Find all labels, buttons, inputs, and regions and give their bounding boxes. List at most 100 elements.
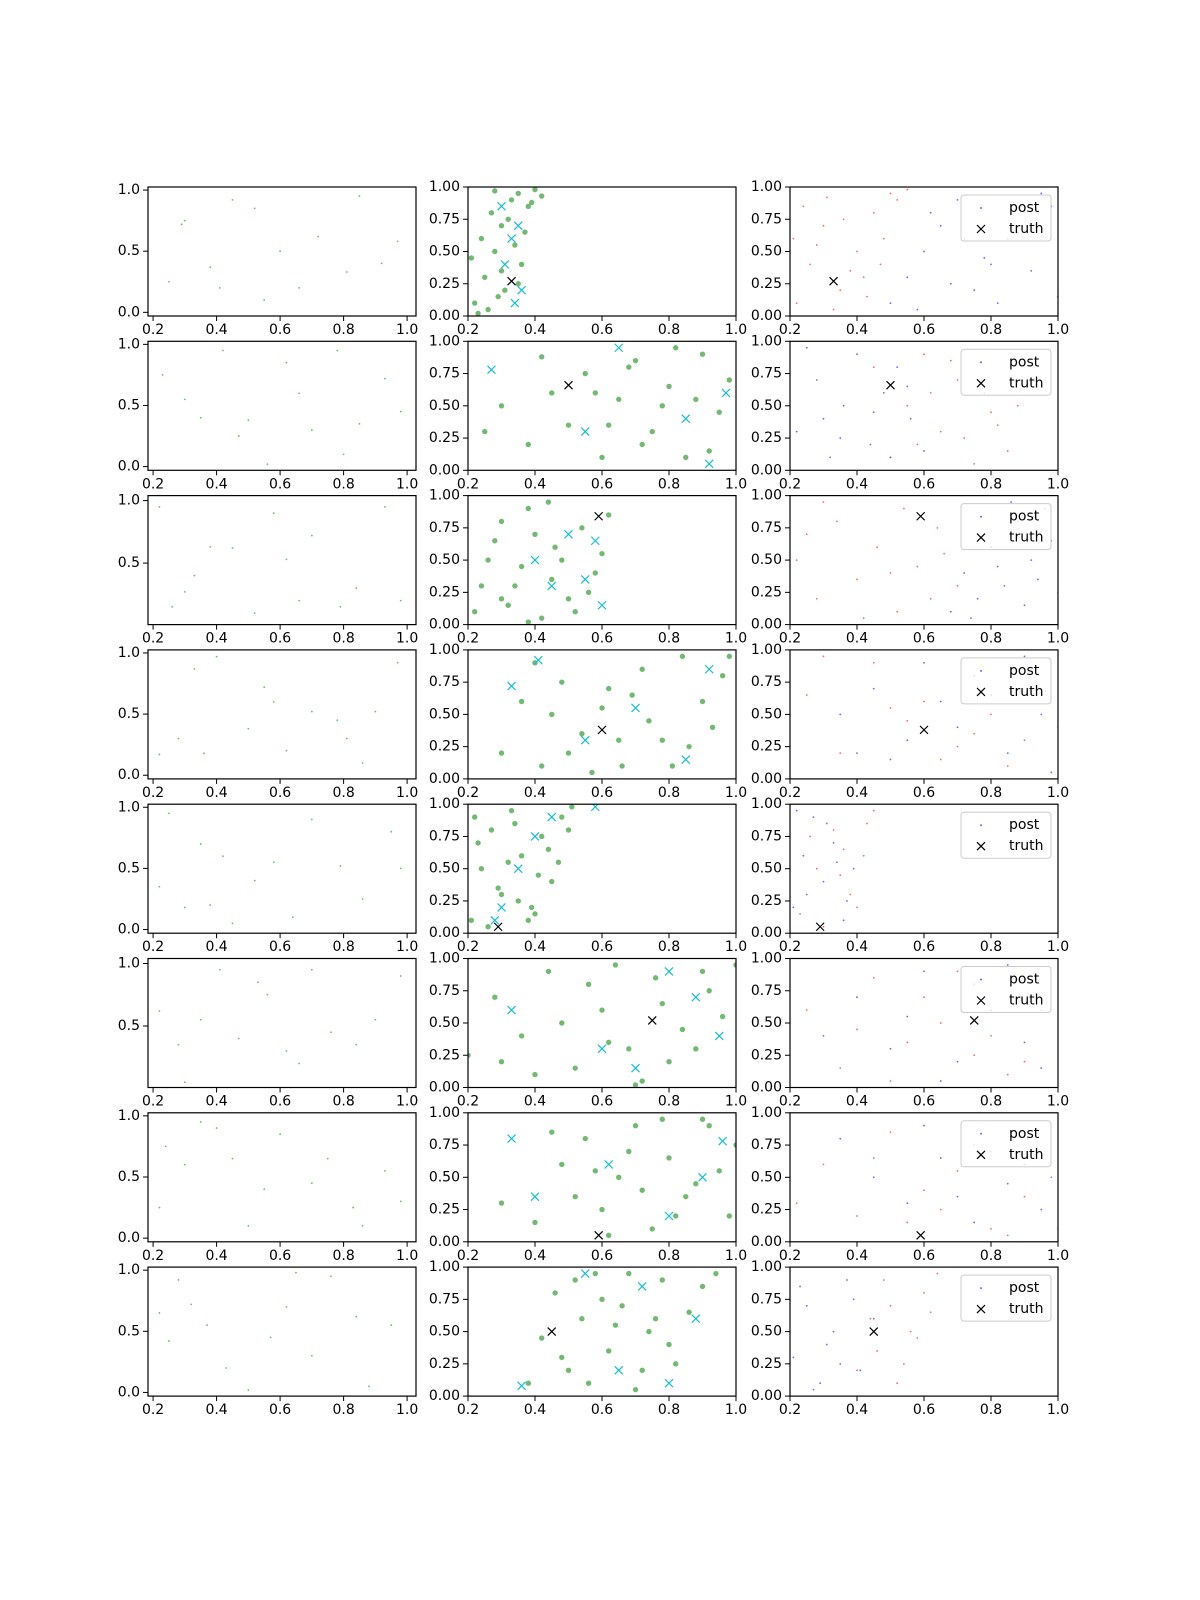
x-tick-label: 0.6 (913, 631, 935, 647)
dot (709, 724, 716, 730)
dot (559, 814, 565, 820)
dot (666, 1155, 672, 1161)
point (973, 462, 976, 465)
point (158, 1206, 161, 1209)
x-tick-label: 1.0 (725, 476, 747, 492)
y-tick-label: 0.00 (751, 617, 782, 633)
point (231, 198, 234, 201)
point (1050, 1176, 1053, 1179)
legend-marker (976, 378, 986, 388)
point (285, 1050, 288, 1052)
y-tick-label: 0.25 (429, 430, 460, 446)
point (805, 533, 808, 536)
x-tick-label: 0.8 (658, 785, 680, 801)
dot (616, 396, 622, 403)
x-marker (718, 1136, 728, 1146)
y-tick-label: 0.00 (429, 925, 460, 941)
point (183, 219, 186, 222)
point (856, 1215, 858, 1217)
point (832, 1330, 835, 1333)
plot-area (498, 1116, 736, 1240)
x-tick-label: 0.8 (658, 1248, 680, 1264)
legend-label: truth (1009, 1147, 1043, 1163)
point (792, 1356, 795, 1359)
point (158, 753, 161, 756)
point (956, 726, 959, 729)
x-marker (691, 992, 701, 1002)
x-tick-label: 1.0 (725, 1248, 747, 1264)
point (183, 590, 186, 593)
x-marker (513, 221, 523, 231)
x-tick-label: 0.6 (913, 1248, 935, 1264)
axes-frame (147, 1266, 417, 1397)
x-marker (547, 812, 557, 822)
point (247, 727, 250, 730)
point (263, 1188, 266, 1191)
x-marker (647, 1015, 657, 1025)
point (825, 196, 828, 199)
x-tick-label: 1.0 (725, 322, 747, 338)
dot (699, 968, 706, 975)
x-tick-label: 0.6 (269, 476, 291, 492)
dot (515, 190, 521, 197)
dot (505, 859, 511, 865)
x-tick-label: 0.4 (846, 1402, 868, 1418)
point (1040, 1208, 1043, 1211)
point (209, 266, 212, 268)
legend-marker (980, 361, 982, 364)
point (396, 240, 399, 243)
point (842, 404, 845, 407)
y-tick-label: 0.0 (118, 459, 140, 475)
point (336, 349, 339, 352)
y-tick-label: 0.25 (751, 1356, 782, 1372)
dot (659, 1000, 665, 1007)
point (842, 919, 845, 922)
legend-marker (976, 224, 986, 234)
dot (619, 1303, 625, 1309)
point (342, 453, 345, 456)
legend-box (960, 348, 1052, 396)
point (856, 752, 858, 754)
point (222, 349, 224, 352)
point (285, 558, 288, 561)
dot (532, 1071, 538, 1078)
dot (646, 718, 652, 724)
legend-box (960, 1120, 1052, 1168)
plot-area (468, 962, 736, 1088)
y-tick-label: 1.00 (429, 488, 460, 504)
y-tick-label: 0.25 (429, 1047, 460, 1063)
dot (485, 306, 491, 313)
x-tick-label: 0.4 (205, 785, 227, 801)
point (202, 752, 205, 755)
y-tick-label: 0.50 (429, 398, 460, 414)
y-tick-label: 0.50 (751, 244, 782, 260)
point (1010, 501, 1012, 503)
point (383, 505, 386, 508)
legend-label: truth (1009, 375, 1043, 391)
y-tick-label: 0.25 (751, 739, 782, 755)
dot (535, 872, 542, 878)
dot (706, 448, 712, 454)
x-tick-label: 0.4 (524, 785, 546, 801)
x-tick-label: 0.6 (591, 1094, 613, 1110)
point (225, 1367, 228, 1369)
x-tick-label: 0.4 (205, 1402, 227, 1418)
y-tick-label: 1.0 (118, 336, 140, 352)
y-tick-label: 0.75 (429, 366, 460, 382)
y-tick-label: 0.00 (751, 308, 782, 324)
plot-area (498, 653, 732, 776)
y-tick-label: 0.00 (751, 1234, 782, 1250)
axes-frame (147, 186, 417, 317)
x-tick-label: 0.6 (269, 631, 291, 647)
point (929, 597, 932, 600)
dot (475, 840, 481, 846)
point (802, 205, 805, 208)
y-tick-label: 0.50 (751, 706, 782, 722)
x-marker (721, 388, 731, 398)
point (1006, 752, 1009, 754)
point (168, 812, 170, 815)
point (976, 597, 979, 600)
legend-marker (980, 1132, 982, 1135)
y-tick-label: 1.00 (751, 642, 782, 658)
